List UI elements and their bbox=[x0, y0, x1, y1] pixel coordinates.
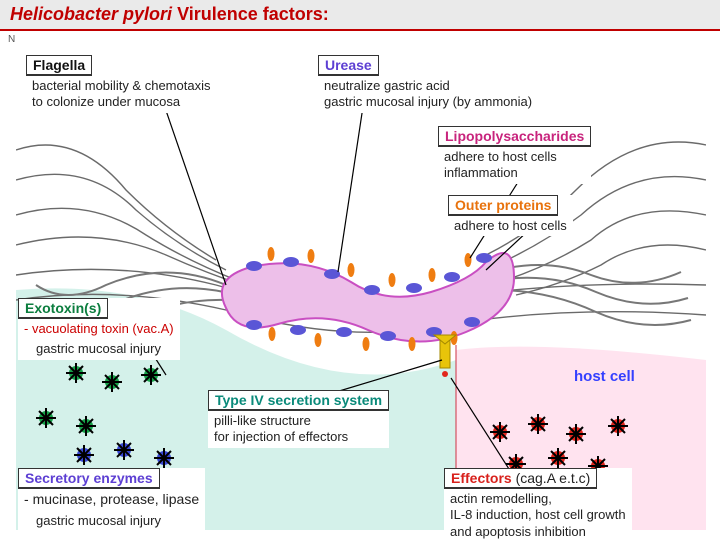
lps-desc: adhere to host cellsinflammation bbox=[438, 147, 591, 184]
flagella-heading: Flagella bbox=[26, 55, 92, 76]
corner-letter: N bbox=[8, 34, 15, 45]
exotoxin-label: Exotoxin(s) vacuolating toxin (vac.A) ga… bbox=[18, 298, 180, 360]
effectors-label: Effectors (cag.A e.t.c) actin remodellin… bbox=[444, 468, 632, 542]
secretory-heading: Secretory enzymes bbox=[18, 468, 160, 489]
effectors-heading: Effectors (cag.A e.t.c) bbox=[444, 468, 597, 489]
type4-heading: Type IV secretion system bbox=[208, 390, 389, 411]
title-italic: Helicobacter pylori bbox=[10, 4, 172, 24]
urease-desc: neutralize gastric acidgastric mucosal i… bbox=[318, 76, 538, 113]
title-normal: Virulence factors: bbox=[172, 4, 329, 24]
urease-heading: Urease bbox=[318, 55, 379, 76]
lps-heading: Lipopolysaccharides bbox=[438, 126, 591, 147]
outer-label: Outer proteins adhere to host cells bbox=[448, 195, 573, 236]
secretory-sub: mucinase, protease, lipase bbox=[18, 489, 205, 511]
exotoxin-heading: Exotoxin(s) bbox=[18, 298, 108, 319]
secretory-label: Secretory enzymes mucinase, protease, li… bbox=[18, 468, 205, 531]
effectors-heading-text: Effectors bbox=[451, 470, 512, 486]
urease-label: Urease neutralize gastric acidgastric mu… bbox=[318, 55, 538, 113]
exotoxin-sub: vacuolating toxin (vac.A) bbox=[18, 319, 180, 339]
effectors-suffix: (cag.A e.t.c) bbox=[512, 470, 591, 486]
outer-heading: Outer proteins bbox=[448, 195, 558, 216]
effectors-desc: actin remodelling,IL-8 induction, host c… bbox=[444, 489, 632, 542]
type4-label: Type IV secretion system pilli-like stru… bbox=[208, 390, 389, 448]
flagella-desc: bacterial mobility & chemotaxisto coloni… bbox=[26, 76, 216, 113]
flagella-label: Flagella bacterial mobility & chemotaxis… bbox=[26, 55, 216, 113]
lps-label: Lipopolysaccharides adhere to host cells… bbox=[438, 126, 591, 184]
title-bar: Helicobacter pylori Virulence factors: bbox=[0, 0, 720, 31]
host-cell-label: host cell bbox=[574, 368, 635, 385]
diagram: Flagella bacterial mobility & chemotaxis… bbox=[16, 30, 706, 530]
type4-desc: pilli-like structurefor injection of eff… bbox=[208, 411, 389, 448]
exotoxin-desc: gastric mucosal injury bbox=[18, 339, 180, 359]
bacterium-body bbox=[222, 253, 514, 342]
secretory-desc: gastric mucosal injury bbox=[18, 511, 205, 531]
outer-desc: adhere to host cells bbox=[448, 216, 573, 236]
